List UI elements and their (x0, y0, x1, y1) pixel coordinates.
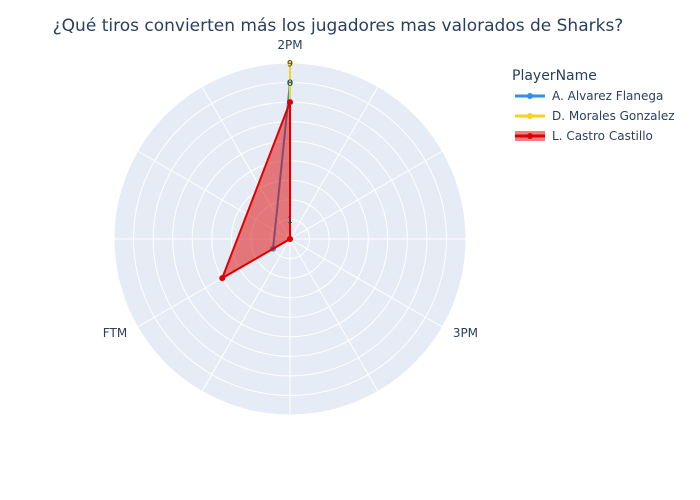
legend-item[interactable]: A. Alvarez Flanega (515, 89, 663, 103)
chart-title: ¿Qué tiros convierten más los jugadores … (53, 16, 624, 36)
data-point (219, 275, 226, 282)
series-layer (219, 60, 293, 282)
angular-axis-labels: 2PM 3PM FTM (103, 38, 478, 340)
grid-spoke (289, 238, 379, 392)
series-line (221, 101, 291, 280)
grid-spoke (289, 150, 443, 240)
legend-title: PlayerName (512, 68, 597, 84)
legend-label: A. Alvarez Flanega (552, 89, 663, 103)
series-L. Castro Castillo (219, 99, 293, 282)
grid-spoke (201, 238, 291, 392)
legend-swatch-marker (527, 113, 533, 119)
legend-item[interactable]: L. Castro Castillo (515, 129, 653, 143)
legend-label: L. Castro Castillo (552, 129, 653, 143)
axis-label-3PM: 3PM (453, 326, 478, 340)
legend-swatch-marker (527, 133, 533, 139)
radial-tick-labels: 1 8 9 (287, 60, 293, 226)
radial-tick-label: 1 (287, 216, 293, 226)
legend-swatch-marker (527, 93, 533, 99)
data-point (287, 60, 293, 66)
data-point (287, 236, 293, 242)
axis-label-FTM: FTM (103, 326, 127, 340)
legend[interactable]: PlayerName A. Alvarez Flanega D. Morales … (512, 68, 675, 143)
legend-label: D. Morales Gonzalez (552, 109, 675, 123)
radial-tick-label: 8 (287, 79, 293, 89)
legend-item[interactable]: D. Morales Gonzalez (515, 109, 675, 123)
grid-spoke (289, 238, 443, 328)
radial-tick-label: 9 (287, 60, 293, 70)
data-point (287, 99, 293, 106)
axis-label-2PM: 2PM (277, 38, 302, 52)
grid-spoke (289, 86, 379, 240)
